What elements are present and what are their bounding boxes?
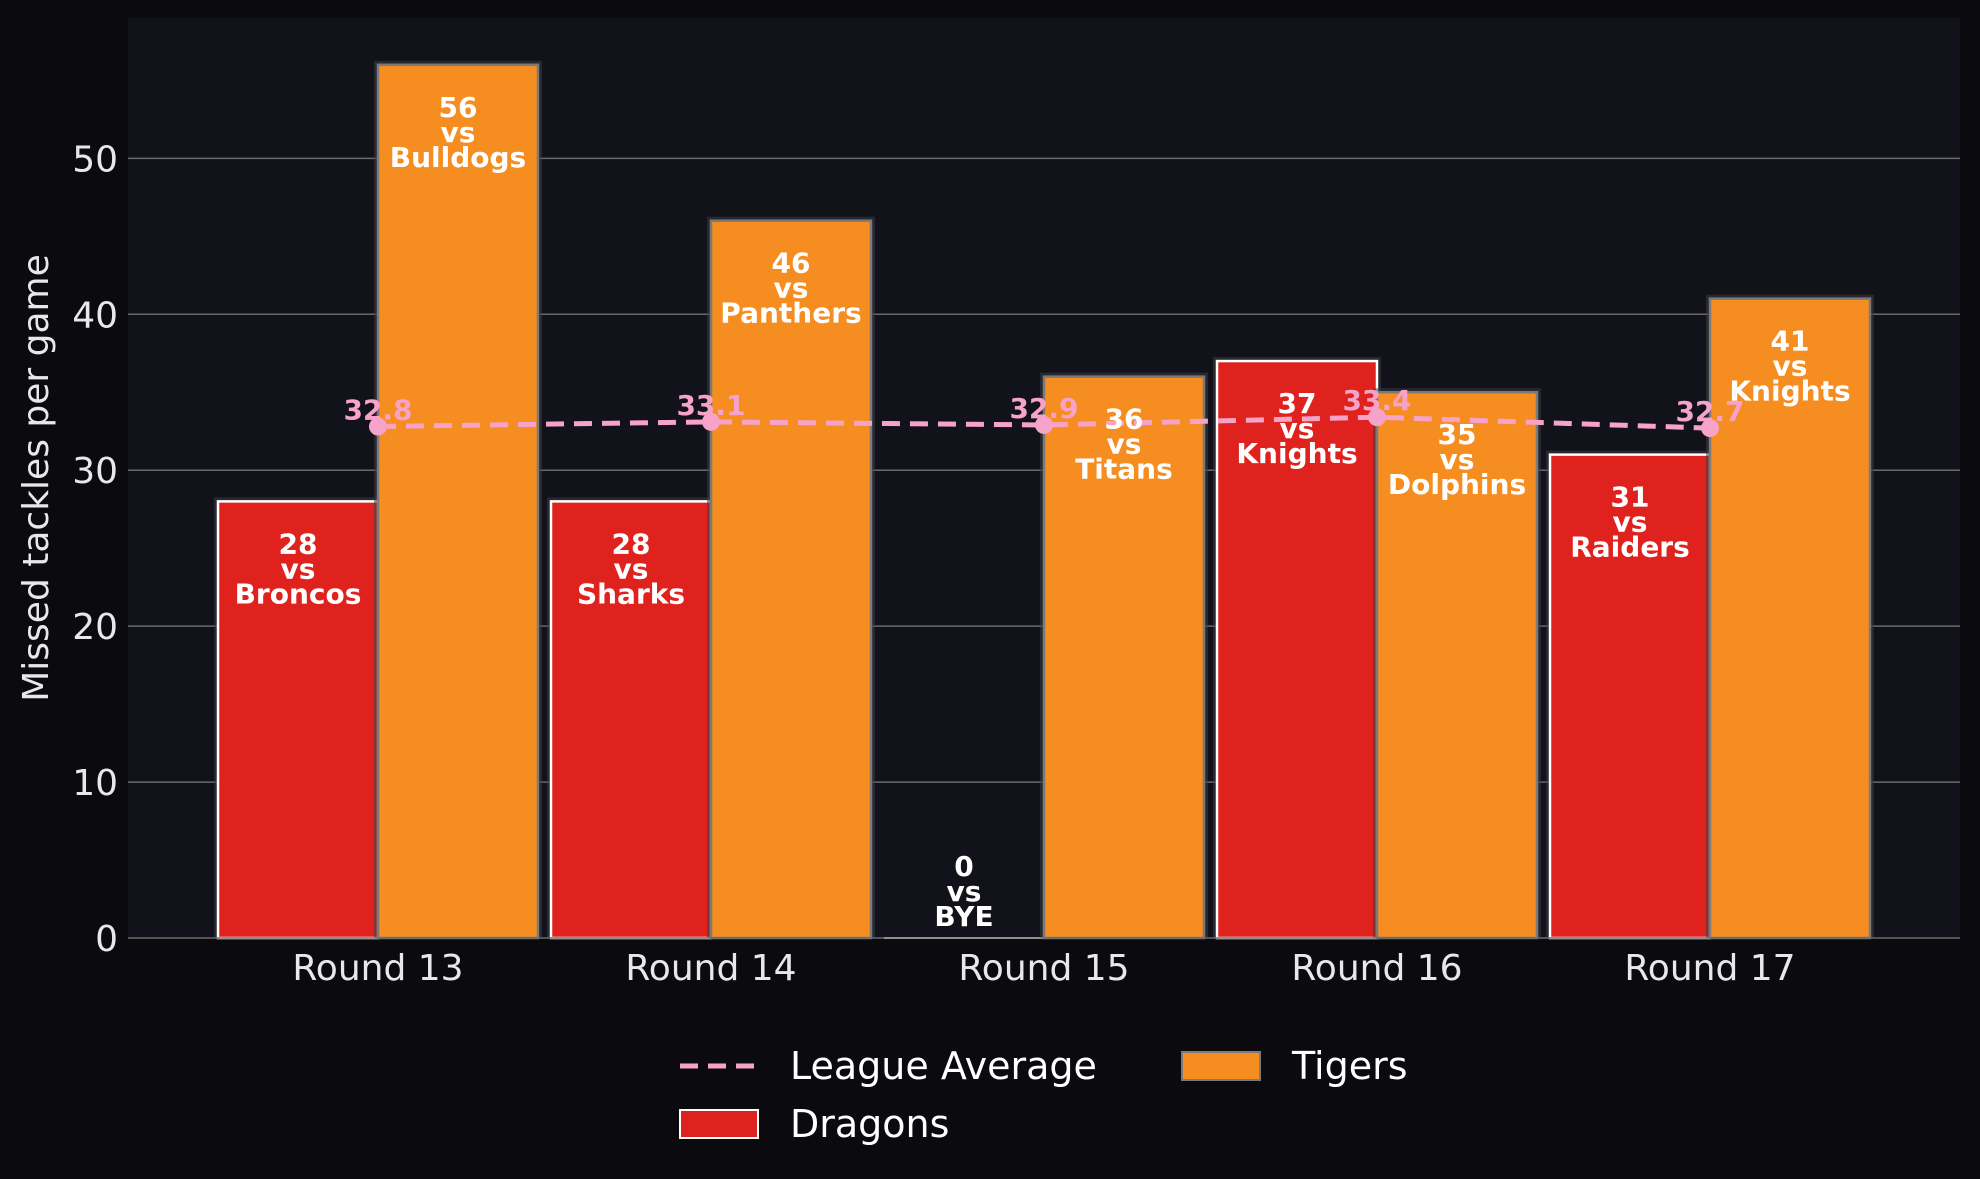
axes: 0 10 20 30 40 50 Round 13 Round 14 Round 15 Round… xyxy=(72,139,1960,989)
tigers-bar xyxy=(1708,297,1872,940)
y-tick-label: 20 xyxy=(72,607,118,648)
legend: League Average Dragons Tigers xyxy=(679,1044,1408,1146)
x-tick-label: Round 15 xyxy=(958,948,1129,989)
legend-dragons-swatch xyxy=(679,1109,759,1139)
league-average-value-label: 32.7 xyxy=(1675,395,1744,428)
bar-vs-label: vs xyxy=(441,116,476,149)
league-average-value-label: 32.9 xyxy=(1009,392,1078,425)
x-tick-label: Round 13 xyxy=(292,948,463,989)
bar-opponent-label: Dolphins xyxy=(1388,468,1526,501)
bar-opponent-label: BYE xyxy=(934,900,993,933)
legend-tigers-swatch xyxy=(1181,1051,1261,1081)
bar-vs-label: vs xyxy=(1613,506,1648,539)
bar-opponent-label: Knights xyxy=(1729,375,1850,408)
league-average-point xyxy=(1368,408,1386,427)
bar-value-label: 28 xyxy=(612,527,651,560)
tigers-bar xyxy=(376,63,540,940)
bar-vs-label: vs xyxy=(1280,412,1315,445)
tigers-bar xyxy=(709,219,873,940)
bar-vs-label: vs xyxy=(774,272,809,305)
bar-value-label: 31 xyxy=(1611,481,1650,514)
y-tick-label: 10 xyxy=(72,763,118,804)
league-average-value-label: 32.8 xyxy=(343,394,412,427)
league-average-point xyxy=(1035,415,1053,434)
bar-vs-label: vs xyxy=(1773,350,1808,383)
y-tick-label: 50 xyxy=(72,139,118,180)
league-average-point xyxy=(702,412,720,431)
bar-value-label: 56 xyxy=(439,91,478,124)
legend-label: League Average xyxy=(790,1044,1097,1088)
league-average-point xyxy=(1701,419,1719,438)
y-tick-label: 40 xyxy=(72,295,118,336)
bar-opponent-label: Broncos xyxy=(235,577,362,610)
bar-value-label: 46 xyxy=(772,247,811,280)
bar-opponent-label: Sharks xyxy=(577,577,685,610)
legend-label: Dragons xyxy=(790,1102,949,1146)
y-tick-label: 0 xyxy=(95,919,118,960)
bar-value-label: 41 xyxy=(1771,325,1810,358)
bar-opponent-label: Bulldogs xyxy=(390,141,526,174)
x-tick-label: Round 17 xyxy=(1624,948,1795,989)
bar-vs-label: vs xyxy=(947,875,982,908)
league-average-line: 32.8 33.1 32.9 33.4 32.7 xyxy=(343,384,1745,438)
bars xyxy=(214,60,1874,940)
tigers-bar xyxy=(1375,390,1539,940)
league-average-point xyxy=(369,417,387,436)
bar-vs-label: vs xyxy=(1440,443,1475,476)
y-tick-label: 30 xyxy=(72,451,118,492)
bar-value-label: 35 xyxy=(1438,418,1477,451)
bar-opponent-label: Titans xyxy=(1075,453,1173,486)
bar-value-label: 37 xyxy=(1278,387,1317,420)
bar-vs-label: vs xyxy=(281,552,316,585)
bar-opponent-label: Knights xyxy=(1236,437,1357,470)
dragons-bar xyxy=(1548,453,1712,940)
bar-value-label: 0 xyxy=(954,850,973,883)
dragons-bar xyxy=(549,500,713,940)
bar-value-label: 28 xyxy=(279,527,318,560)
y-axis-title: Missed tackles per game xyxy=(16,254,57,702)
x-tick-label: Round 16 xyxy=(1291,948,1462,989)
bar-vs-label: vs xyxy=(1107,428,1142,461)
legend-label: Tigers xyxy=(1291,1044,1408,1088)
bar-value-label: 36 xyxy=(1105,403,1144,436)
bar-opponent-label: Raiders xyxy=(1570,531,1690,564)
bar-opponent-label: Panthers xyxy=(720,297,861,330)
x-tick-label: Round 14 xyxy=(625,948,796,989)
bar-labels: 28vsBroncos28vsSharks0vsBYE37vsKnights31… xyxy=(235,91,1851,933)
dragons-bar xyxy=(1215,359,1379,940)
tigers-bar xyxy=(1042,375,1206,940)
league-average-value-label: 33.1 xyxy=(676,389,745,422)
league-average-value-label: 33.4 xyxy=(1342,384,1411,417)
bar-vs-label: vs xyxy=(614,552,649,585)
